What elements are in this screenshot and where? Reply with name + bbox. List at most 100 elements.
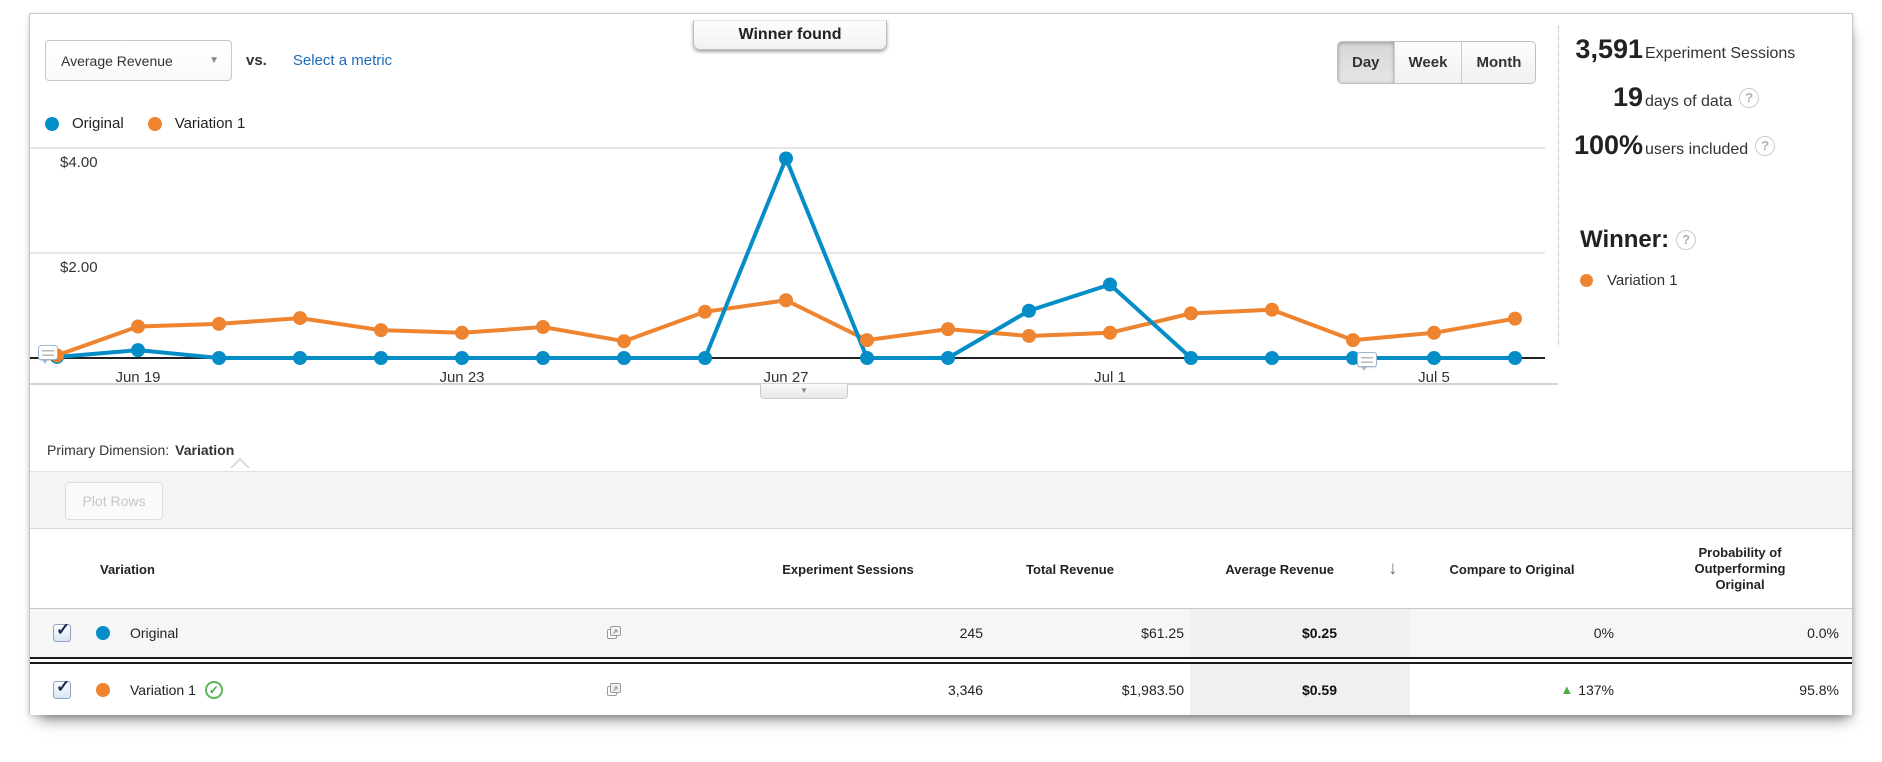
plot-rows-button[interactable]: Plot Rows (65, 482, 163, 520)
cell-average-revenue: $0.25 (1190, 609, 1410, 657)
legend-dot (147, 116, 162, 131)
granularity-control: Day Week Month (1337, 41, 1537, 84)
variation-1-data-point (698, 304, 712, 319)
variation-name: Variation 1 ✓ (130, 664, 223, 715)
original-data-point (1184, 351, 1198, 365)
legend-dot (45, 116, 59, 131)
stat-sessions-label: Experiment Sessions (1645, 45, 1796, 62)
original-data-point (1022, 303, 1036, 318)
original-data-point (293, 351, 307, 365)
variation-name: Original (130, 625, 179, 641)
winner-check-icon: ✓ (204, 680, 223, 699)
winner-title: Winner: ? (1580, 226, 1697, 254)
help-icon[interactable]: ? (1739, 87, 1760, 108)
panel-divider (1558, 26, 1559, 346)
variation-1-series-line (55, 298, 1517, 358)
open-detail-icon[interactable] (606, 682, 622, 697)
column-header-comp[interactable]: Compare to Original (1449, 561, 1575, 577)
chart-collapse-handle[interactable]: ▼ (760, 384, 848, 399)
svg-text:$2.00: $2.00 (60, 259, 98, 276)
granularity-day-button[interactable]: Day (1338, 42, 1395, 83)
table-row-divider (30, 657, 1852, 664)
svg-text:$4.00: $4.00 (60, 154, 98, 171)
variation-1-data-point (860, 333, 874, 348)
stat-users-value: 100% (1573, 130, 1643, 160)
variation-1-data-point (1103, 325, 1117, 340)
variation-1-data-point (779, 293, 793, 308)
sort-descending-icon: ↓ (1388, 558, 1398, 579)
variation-1-data-point (1184, 306, 1198, 321)
legend-label: Variation 1 (174, 115, 246, 132)
variation-1-data-point (1508, 311, 1522, 326)
stat-users-label: users included (1645, 141, 1749, 158)
original-data-point (1265, 351, 1279, 365)
stat-days-label: days of data (1645, 93, 1733, 110)
open-detail-icon[interactable] (606, 625, 622, 640)
help-icon[interactable]: ? (1676, 230, 1697, 250)
table-header: Variation Experiment Sessions Total Revenu… (30, 529, 1852, 609)
cell-experiment-sessions: 245 (959, 625, 983, 641)
cell-total-revenue: $1,983.50 (1121, 681, 1184, 698)
collapse-arrow-icon: ▼ (800, 386, 808, 395)
svg-text:Jul 1: Jul 1 (1094, 369, 1126, 386)
original-data-point (1346, 351, 1360, 365)
original-data-point (131, 343, 145, 358)
winner-banner: Winner found (693, 20, 887, 50)
select-metric-link[interactable]: Select a metric (292, 52, 393, 69)
variation-1-data-point (1022, 328, 1036, 343)
original-data-point (1103, 277, 1117, 292)
cell-probability: 95.8% (1799, 681, 1839, 698)
stat-experiment-sessions: 3,591 Experiment Sessions (1490, 34, 1795, 65)
series-color-dot (96, 626, 110, 640)
variation-1-data-point (1346, 333, 1360, 348)
granularity-week-button[interactable]: Week (1394, 42, 1463, 83)
cell-experiment-sessions: 3,346 (947, 681, 983, 698)
winner-variation-label: Variation 1 (1607, 272, 1678, 289)
cell-compare-to-original: 0% (1593, 625, 1614, 641)
svg-text:Jun 19: Jun 19 (115, 369, 160, 386)
winner-series-dot (1580, 274, 1593, 287)
report-card: Winner found Average Revenue ▼ vs. Selec… (29, 13, 1853, 715)
cell-compare-to-original: ▲ 137% (1560, 681, 1614, 698)
variation-1-data-point (536, 320, 550, 335)
table-row-variation-1: ✓ Variation 1 ✓ 3,346 $1,983.50 $0.59 ▲ 137% 95.… (30, 664, 1852, 715)
original-data-point (779, 151, 793, 166)
primary-dimension-value[interactable]: Variation (175, 442, 235, 458)
row-checkbox[interactable]: ✓ (53, 677, 71, 699)
primary-dimension-label: Primary Dimension: (47, 442, 170, 458)
original-data-point (617, 351, 631, 365)
original-data-point (941, 351, 955, 365)
column-header-prob[interactable]: Probability of Outperforming Original (1694, 545, 1786, 592)
chevron-down-icon: ▼ (209, 55, 219, 66)
column-header-avg[interactable]: Average Revenue (1225, 561, 1334, 577)
column-header-total[interactable]: Total Revenue (1026, 561, 1114, 577)
row-checkbox[interactable]: ✓ (53, 620, 71, 642)
original-series-line (55, 156, 1517, 360)
svg-text:Jun 27: Jun 27 (763, 369, 808, 386)
primary-dimension: Primary Dimension: Variation (47, 442, 234, 458)
granularity-month-button[interactable]: Month (1462, 42, 1536, 83)
variation-1-data-point (212, 316, 226, 331)
variation-1-data-point (131, 319, 145, 334)
cell-average-revenue: $0.59 (1190, 664, 1410, 715)
metric-controls: Average Revenue ▼ vs. Select a metric (45, 40, 392, 81)
original-data-point (455, 351, 469, 365)
stat-days-of-data: 19 days of data ? (1490, 82, 1760, 113)
column-header-var[interactable]: Variation (100, 561, 155, 577)
variation-1-data-point (455, 325, 469, 340)
variation-1-data-point (50, 348, 64, 363)
column-header-sess[interactable]: Experiment Sessions (782, 561, 914, 577)
help-icon[interactable]: ? (1755, 135, 1776, 156)
original-data-point (1508, 351, 1522, 365)
original-data-point (536, 351, 550, 365)
chart-legend: Original Variation 1 (45, 115, 269, 132)
variation-1-data-point (617, 334, 631, 349)
winner-title-label: Winner: (1580, 226, 1670, 253)
metric-selector-dropdown[interactable]: Average Revenue ▼ (45, 40, 232, 81)
svg-text:Jul 5: Jul 5 (1418, 369, 1450, 386)
series-color-dot (96, 682, 110, 697)
stat-users-included: 100% users included ? (1490, 130, 1776, 161)
dimension-tab-caret-fill (232, 460, 248, 468)
original-data-point (860, 351, 874, 365)
